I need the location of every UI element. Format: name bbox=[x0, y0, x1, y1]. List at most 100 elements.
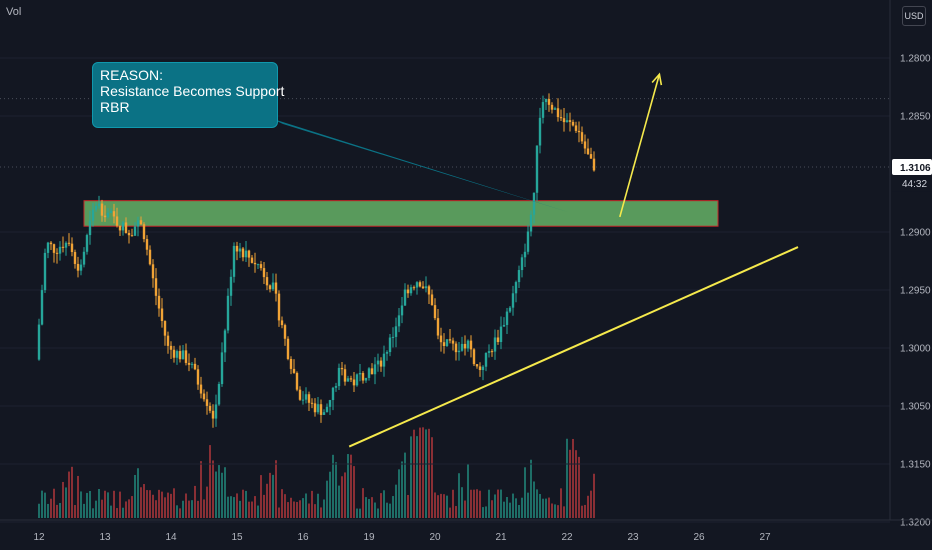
volume-bar bbox=[506, 497, 508, 518]
volume-bar bbox=[146, 490, 148, 518]
volume-bar bbox=[86, 492, 88, 518]
candle-body bbox=[511, 293, 515, 308]
volume-bar bbox=[101, 499, 103, 518]
volume-bar bbox=[359, 508, 361, 518]
candle-body bbox=[157, 295, 161, 309]
candle-body bbox=[355, 374, 359, 386]
volume-bar bbox=[500, 489, 502, 518]
candle-body bbox=[82, 251, 86, 265]
candle-body bbox=[496, 337, 500, 342]
candle-body bbox=[463, 343, 467, 349]
volume-bar bbox=[398, 469, 400, 518]
candle-body bbox=[142, 224, 146, 240]
candle-body bbox=[154, 278, 158, 296]
candle-body bbox=[100, 203, 104, 216]
candle-body bbox=[322, 412, 326, 415]
candle-body bbox=[301, 399, 305, 401]
candle-body bbox=[571, 121, 575, 126]
candle-body bbox=[262, 268, 266, 278]
volume-bar bbox=[350, 454, 352, 518]
candle-body bbox=[583, 141, 587, 149]
currency-button[interactable]: USD bbox=[902, 6, 926, 26]
volume-bar bbox=[326, 480, 328, 518]
volume-bar bbox=[407, 494, 409, 518]
ascending-trendline[interactable] bbox=[348, 246, 799, 448]
volume-bar bbox=[290, 497, 292, 518]
candle-body bbox=[226, 295, 230, 331]
volume-bar bbox=[524, 467, 526, 518]
candle-body bbox=[70, 243, 74, 253]
candle-body bbox=[88, 220, 92, 236]
candle-body bbox=[469, 340, 473, 350]
callout-line-2: Resistance Becomes Support bbox=[100, 83, 285, 99]
candle-body bbox=[535, 145, 539, 193]
volume-bar bbox=[260, 475, 262, 518]
volume-bar bbox=[473, 489, 475, 518]
candle-body bbox=[244, 250, 248, 258]
volume-bar bbox=[476, 489, 478, 518]
volume-bar bbox=[215, 471, 217, 518]
candle-body bbox=[523, 251, 527, 258]
candle-body bbox=[292, 368, 296, 373]
volume-bar bbox=[65, 487, 67, 518]
volume-bar bbox=[455, 506, 457, 518]
candle-body bbox=[304, 394, 308, 400]
resistance-support-zone[interactable] bbox=[83, 200, 719, 227]
volume-bar bbox=[545, 498, 547, 518]
candle-body bbox=[568, 120, 572, 122]
volume-bar bbox=[155, 500, 157, 518]
candle-body bbox=[514, 282, 518, 294]
volume-bar bbox=[182, 500, 184, 518]
candle-body bbox=[205, 399, 209, 406]
candle-body bbox=[121, 222, 125, 231]
volume-bar bbox=[548, 497, 550, 518]
volume-bar bbox=[443, 494, 445, 518]
candle-body bbox=[91, 209, 95, 221]
price-tick-label: 1.2950 bbox=[900, 286, 931, 297]
volume-bar bbox=[203, 499, 205, 518]
candle-body bbox=[319, 404, 323, 415]
candle-body bbox=[361, 373, 365, 381]
candle-body bbox=[421, 286, 425, 289]
annotation-callout[interactable]: REASON: Resistance Becomes Support RBR bbox=[92, 62, 285, 128]
candle-body bbox=[517, 270, 521, 283]
candle-body bbox=[46, 242, 50, 253]
candle-body bbox=[340, 367, 344, 370]
price-axis[interactable]: 1.3200 1.3150 1.3050 1.3000 1.2950 1.2900 1.28… bbox=[889, 0, 931, 529]
volume-bar bbox=[590, 490, 592, 518]
candle-body bbox=[376, 360, 380, 365]
volume-bar bbox=[575, 450, 577, 518]
candle-body bbox=[502, 324, 506, 327]
candle-body bbox=[115, 216, 119, 226]
volume-bar bbox=[527, 492, 529, 518]
candle-body bbox=[424, 286, 428, 289]
candle-body bbox=[280, 320, 284, 326]
candle-body bbox=[106, 212, 110, 218]
time-axis[interactable]: 12 13 14 15 16 19 20 21 22 23 26 27 bbox=[0, 519, 932, 543]
candle-body bbox=[565, 120, 569, 123]
candle-body bbox=[412, 287, 416, 289]
volume-bar bbox=[314, 504, 316, 518]
volume-bar bbox=[110, 505, 112, 518]
volume-bar bbox=[371, 497, 373, 518]
volume-bar bbox=[98, 489, 100, 518]
volume-bar bbox=[71, 466, 73, 518]
volume-bar bbox=[131, 496, 133, 518]
candle-body bbox=[163, 321, 167, 336]
candle-body bbox=[268, 285, 272, 290]
volume-bar bbox=[383, 490, 385, 518]
volume-bar bbox=[77, 475, 79, 518]
volume-bar bbox=[194, 485, 196, 518]
volume-indicator-label[interactable]: Vol bbox=[6, 6, 22, 18]
candle-body bbox=[406, 289, 410, 294]
volume-bar bbox=[302, 498, 304, 518]
candle-body bbox=[562, 118, 566, 123]
candle-body bbox=[247, 250, 251, 258]
candle-body bbox=[316, 404, 320, 413]
candle-body bbox=[436, 318, 440, 336]
volume-bar bbox=[389, 503, 391, 518]
projection-arrow[interactable] bbox=[619, 72, 663, 218]
time-tick-label: 23 bbox=[627, 532, 639, 543]
volume-bar bbox=[83, 503, 85, 518]
candle-body bbox=[112, 211, 116, 217]
